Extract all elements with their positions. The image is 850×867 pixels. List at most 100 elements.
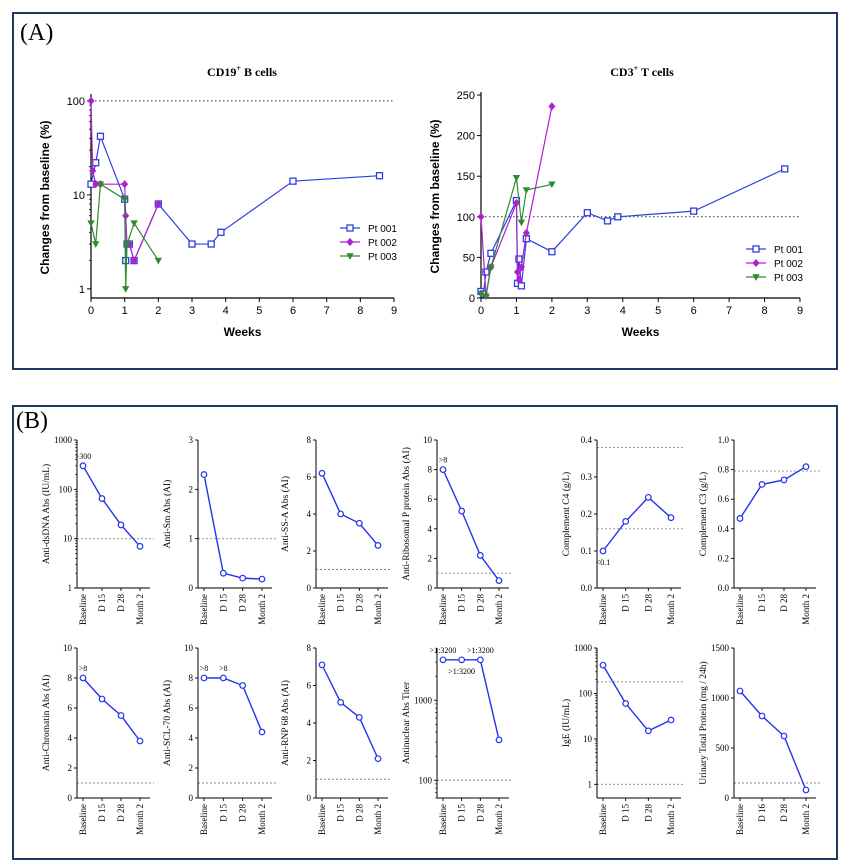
data-point-square (375, 172, 384, 180)
data-point (644, 727, 652, 735)
x-tick-label: Month 2 (494, 804, 504, 835)
y-tick-label: 1 (588, 779, 593, 789)
y-tick-label: 100 (59, 484, 73, 494)
data-point (219, 569, 227, 577)
data-annotation: >8 (79, 664, 88, 673)
chart-title-sup: + (634, 64, 639, 73)
data-point (258, 728, 266, 736)
data-point (98, 495, 106, 502)
data-point-square (96, 132, 105, 140)
data-point-triangle (121, 286, 130, 293)
y-axis-label: Anti-Chromatin Abs (AI) (41, 675, 52, 772)
x-tick-label: Baseline (598, 804, 608, 835)
data-point (136, 737, 144, 745)
legend-label: Pt 002 (774, 259, 803, 270)
y-tick-label: 1.0 (718, 435, 730, 445)
data-point-square (752, 245, 760, 253)
y-tick-label: 100 (579, 688, 593, 698)
x-tick-label: D 28 (354, 804, 364, 822)
y-tick-label: 1 (189, 534, 194, 544)
y-tick-label: 0.2 (718, 553, 729, 563)
chart-title-rest: B cells (241, 65, 277, 79)
x-tick-label: D 28 (475, 804, 485, 822)
data-point-square (207, 240, 215, 248)
y-axis-label: Anti-RNP 68 Abs (AI) (280, 680, 291, 766)
data-point-triangle (477, 291, 485, 298)
x-tick-label: 5 (655, 305, 661, 317)
x-tick-label: D 15 (97, 804, 107, 822)
y-axis-label: Anti-dsDNA Abs (IU/mL) (41, 464, 52, 564)
x-axis-label: Weeks (224, 325, 262, 339)
y-axis-label: Anti-Sm Abs (AI) (162, 480, 173, 549)
x-tick-label: 0 (478, 305, 484, 317)
x-tick-label: Month 2 (257, 804, 267, 835)
x-tick-label: 3 (584, 305, 590, 317)
y-tick-label: 0.1 (581, 546, 592, 556)
chart-chromatin: 0 2 4 6 8 10 Baseline D 15 D 28 Month 2 Anti-Chrom… (41, 643, 154, 835)
chart-ribo: 0 2 4 6 8 10 Baseline D 15 D 28 Month 2 Anti-Ribos… (401, 435, 513, 625)
data-point (736, 687, 744, 695)
series-line (443, 659, 500, 741)
chart-title-main: CD19 (207, 65, 236, 79)
y-tick-label: 0.8 (718, 465, 730, 475)
x-tick-label: D 28 (116, 594, 126, 612)
data-annotation: >300 (75, 452, 92, 461)
data-point-square (517, 282, 526, 290)
data-point-square (583, 209, 591, 217)
data-point-triangle (487, 264, 495, 271)
x-tick-label: Month 2 (135, 594, 145, 625)
x-tick-label: Baseline (78, 594, 88, 625)
data-annotation: >8 (219, 664, 228, 673)
y-tick-label: 10 (184, 643, 194, 653)
y-tick-label: 1500 (711, 643, 730, 653)
data-point (318, 469, 326, 477)
data-point-triangle (123, 241, 131, 248)
y-tick-label: 1000 (574, 643, 593, 653)
series-line (82, 677, 141, 742)
y-tick-label: 500 (716, 743, 730, 753)
data-point-square (487, 249, 495, 257)
legend-label: Pt 002 (368, 238, 397, 249)
y-tick-label: 150 (457, 171, 475, 183)
chart-ige: 1 10 100 1000 Baseline D 15 D 28 Month 2 IgE (IU… (561, 643, 685, 835)
data-point (622, 518, 630, 525)
legend-label: Pt 003 (368, 252, 397, 263)
x-tick-label: Baseline (735, 594, 745, 625)
data-point (644, 493, 652, 501)
x-tick-label: 6 (691, 305, 697, 317)
y-axis-label: Anti-SCL-70 Abs (AI) (162, 680, 173, 766)
y-tick-label: 100 (67, 96, 85, 108)
series-line (321, 664, 379, 759)
y-tick-label: 0.6 (718, 494, 730, 504)
y-tick-label: 2 (189, 484, 194, 494)
x-tick-label: Baseline (317, 804, 327, 835)
data-point (337, 698, 345, 706)
data-point (780, 732, 788, 740)
x-tick-label: Month 2 (135, 804, 145, 835)
data-point-square (289, 177, 297, 185)
x-tick-label: Month 2 (666, 594, 676, 625)
y-tick-label: 4 (189, 733, 194, 743)
data-annotation: >8 (200, 664, 209, 673)
x-tick-label: 5 (256, 305, 262, 317)
y-tick-label: 100 (457, 212, 475, 224)
y-tick-label: 8 (68, 673, 73, 683)
x-tick-label: D 28 (238, 594, 248, 612)
data-point-diamond (517, 263, 525, 272)
x-tick-label: Baseline (199, 804, 209, 835)
data-point-diamond (513, 267, 522, 277)
data-point (98, 695, 106, 703)
data-annotation: >1:3200 (448, 667, 475, 676)
y-tick-label: 8 (307, 643, 312, 653)
data-annotation: >1:3200 (467, 646, 494, 655)
y-tick-label: 4 (307, 509, 312, 519)
data-point (758, 481, 766, 488)
data-point-square (346, 224, 354, 232)
y-axis-label: Antinuclear Abs Titer (402, 681, 412, 764)
y-tick-label: 6 (189, 703, 194, 713)
data-point-diamond (121, 180, 129, 189)
data-point (476, 656, 484, 664)
series-line (739, 466, 807, 519)
data-point-square (603, 217, 612, 225)
